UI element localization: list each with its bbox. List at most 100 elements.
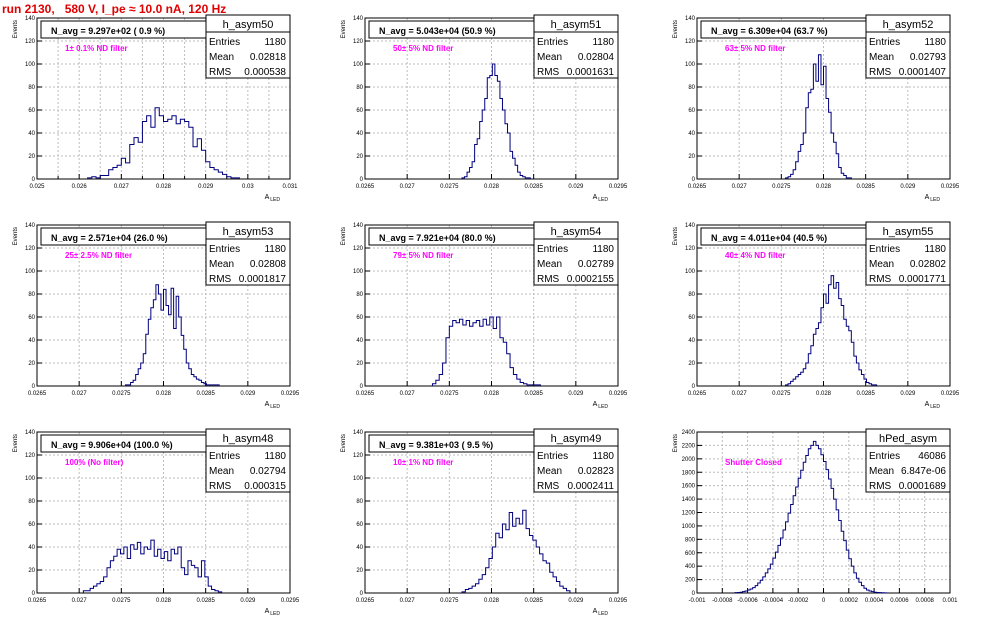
histogram-bin <box>486 568 489 593</box>
y-axis-title: Events <box>341 434 347 452</box>
x-tick-label: 0.028 <box>816 184 832 190</box>
histogram-bin <box>113 168 117 180</box>
histogram-bin <box>130 145 134 180</box>
stats-value: 0.02823 <box>578 466 615 477</box>
stats-label: RMS <box>537 67 560 78</box>
stats-label: RMS <box>869 67 892 78</box>
y-tick-label: 100 <box>685 269 696 275</box>
histogram-outline <box>82 539 223 593</box>
stats-name: h_asym49 <box>551 433 602 445</box>
stats-label: Entries <box>537 37 568 48</box>
x-axis-title: ALED <box>925 194 941 203</box>
stats-value: 0.02794 <box>250 466 287 477</box>
x-axis-title: ALED <box>593 401 609 410</box>
y-tick-label: 120 <box>25 39 36 45</box>
y-tick-label: 20 <box>688 154 695 160</box>
pad-title: N_avg = 2.571e+04 (26.0 %) <box>51 233 168 243</box>
histogram-bin <box>507 354 510 386</box>
y-tick-label: 20 <box>356 154 363 160</box>
y-tick-label: 20 <box>28 568 35 574</box>
y-tick-label: 100 <box>25 269 36 275</box>
x-tick-label: 0.027 <box>400 391 416 397</box>
histogram-bin <box>516 518 519 593</box>
panel-h_asym49: 0.0265 0.027 0.0275 0.028 0.0285 0.029 0.0295 0… <box>341 428 628 617</box>
stats-label: Entries <box>537 451 568 462</box>
filter-annotation: 50± 5% ND filter <box>393 44 453 53</box>
histogram-bin <box>134 138 138 179</box>
histogram-bin <box>189 127 193 179</box>
histogram-outline <box>734 440 888 594</box>
y-tick-label: 20 <box>28 361 35 367</box>
x-axis-title: ALED <box>265 194 281 203</box>
histogram-bin <box>446 338 449 386</box>
pad-title: N_avg = 4.011e+04 (40.5 %) <box>711 233 827 243</box>
histogram-bin <box>485 99 488 180</box>
stats-value: 1180 <box>264 244 286 255</box>
x-tick-label: 0.0285 <box>196 391 215 397</box>
stats-value: 46086 <box>918 451 946 462</box>
stats-label: RMS <box>209 274 232 285</box>
histogram-bin <box>519 524 522 593</box>
stats-box <box>533 31 619 79</box>
x-tick-label: 0.025 <box>29 184 45 190</box>
x-tick-label: 0.028 <box>484 598 500 604</box>
x-tick-label: 0.0285 <box>524 391 543 397</box>
histogram-bin <box>489 559 492 594</box>
x-tick-label: 0.027 <box>732 184 748 190</box>
x-axis-title: ALED <box>925 401 941 410</box>
histogram-bin <box>212 590 215 593</box>
histogram-bin <box>523 510 526 593</box>
y-tick-label: 0 <box>32 177 36 183</box>
histogram-bin <box>482 575 485 593</box>
x-tick-label: 0.0265 <box>356 391 375 397</box>
histogram-bin <box>806 455 809 593</box>
stats-value: 1180 <box>264 451 286 462</box>
x-tick-label: 0.029 <box>240 391 256 397</box>
stats-box <box>205 445 291 493</box>
histogram-bin <box>492 64 495 179</box>
histogram-bin <box>181 568 184 593</box>
histogram-bin <box>214 170 218 179</box>
x-tick-label: 0.0265 <box>28 598 47 604</box>
x-tick-label: 0.027 <box>400 184 416 190</box>
y-tick-label: 100 <box>25 62 36 68</box>
histogram-bin <box>201 561 204 593</box>
y-tick-label: 60 <box>28 522 35 528</box>
y-tick-label: 100 <box>685 62 696 68</box>
stats-value: 0.02793 <box>910 52 947 63</box>
y-axis-title: Events <box>13 434 19 452</box>
y-tick-label: 20 <box>356 568 363 574</box>
x-axis-title: ALED <box>593 194 609 203</box>
stats-name: h_asym54 <box>551 226 602 238</box>
histogram-bin <box>465 590 468 593</box>
histogram-bin <box>436 380 439 386</box>
histogram-bin <box>463 325 466 386</box>
histogram-bin <box>138 142 142 179</box>
x-tick-label: 0.029 <box>568 391 584 397</box>
histogram-bin <box>100 582 103 594</box>
x-tick-label: 0.0275 <box>440 184 459 190</box>
histogram-bin <box>510 368 513 386</box>
histogram-outline <box>461 63 531 179</box>
y-tick-label: 80 <box>28 499 35 505</box>
y-axis-title: Events <box>341 227 347 245</box>
stats-name: h_asym48 <box>223 433 274 445</box>
panel-h_asym50: 0.025 0.026 0.027 0.028 0.029 0.03 0.031 0 20 40 6… <box>13 14 298 203</box>
histogram-bin <box>811 445 814 593</box>
x-tick-label: 0.028 <box>816 391 832 397</box>
histogram-bin <box>513 375 516 387</box>
y-tick-label: 140 <box>685 16 696 22</box>
x-axis-title: ALED <box>265 608 281 617</box>
histogram-bin <box>159 116 163 179</box>
y-tick-label: 120 <box>353 453 364 459</box>
pad-title: N_avg = 9.297e+02 ( 0.9 %) <box>51 26 165 36</box>
y-tick-label: 120 <box>353 246 364 252</box>
y-tick-label: 40 <box>28 545 35 551</box>
histogram-bin <box>198 577 201 593</box>
y-tick-label: 0 <box>32 384 36 390</box>
panel-hPed_asym: -0.001 -0.0008 -0.0006 -0.0004 -0.0002 0 0.000… <box>673 428 958 604</box>
histogram-bin <box>529 536 532 594</box>
panel-h_asym48: 0.0265 0.027 0.0275 0.028 0.0285 0.029 0.0295 0… <box>13 428 300 617</box>
stats-box <box>533 238 619 286</box>
